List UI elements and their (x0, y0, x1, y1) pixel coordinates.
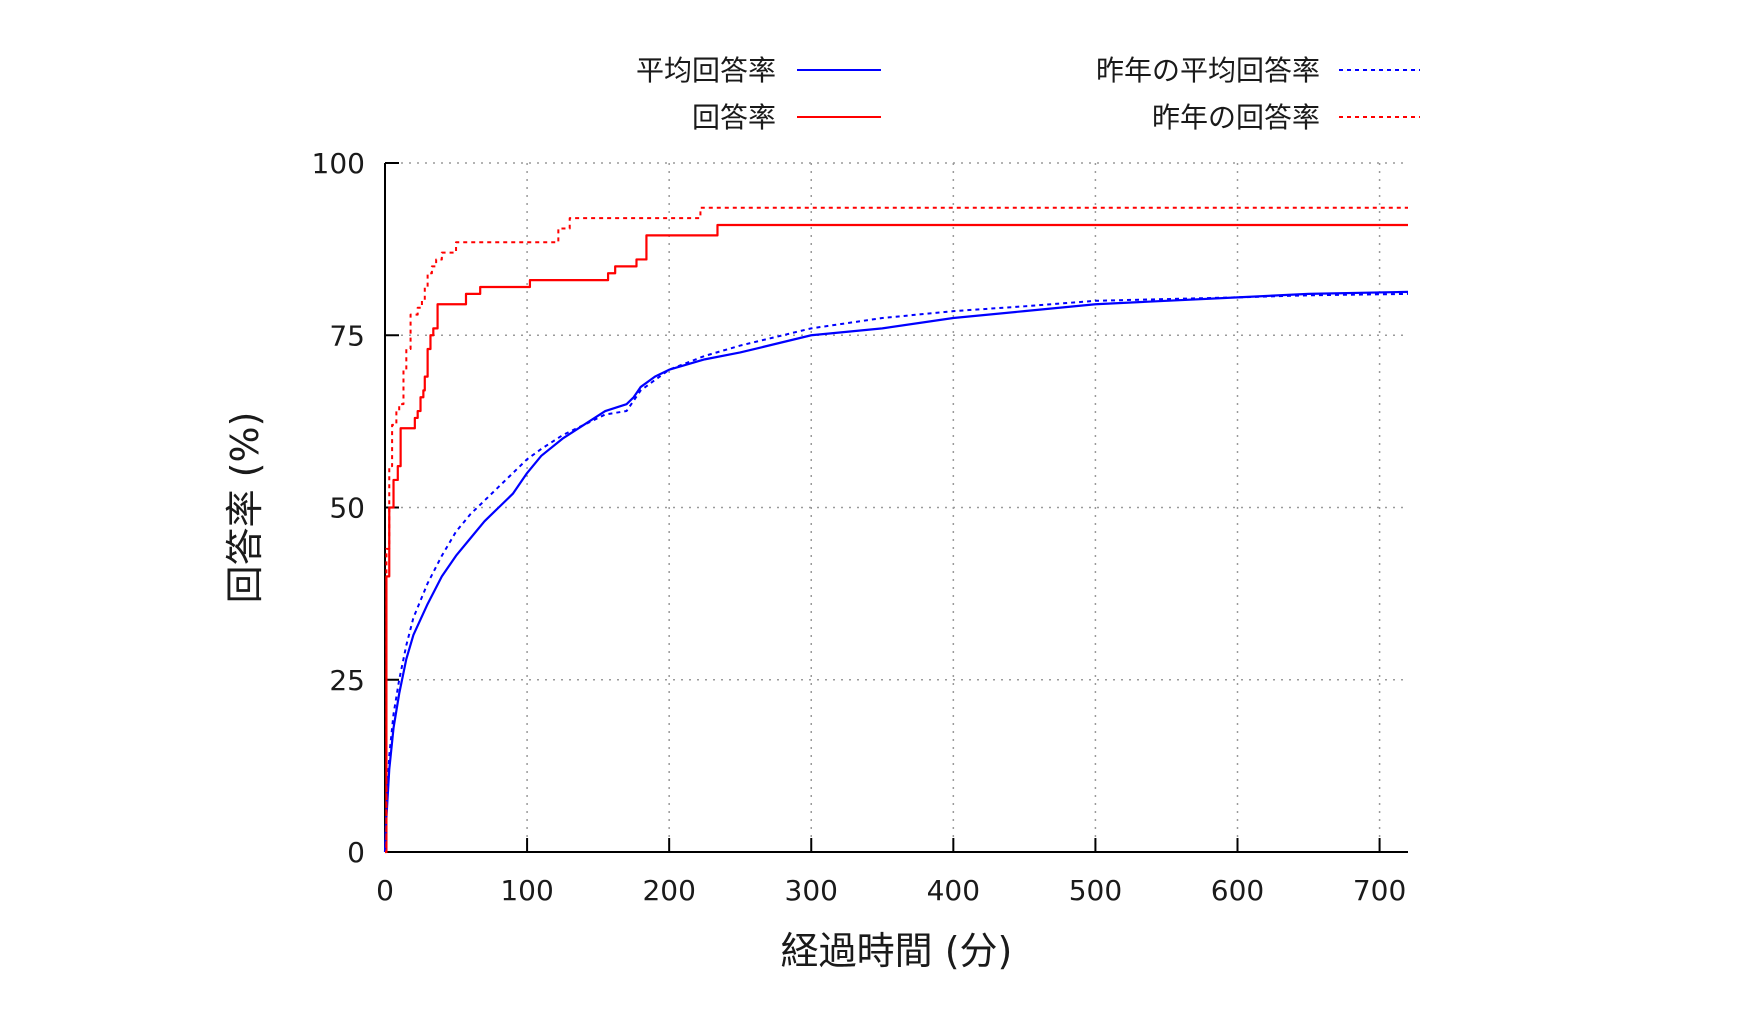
legend-label: 昨年の回答率 (1152, 101, 1320, 134)
plot-series (383, 206, 1409, 854)
legend-label: 回答率 (692, 101, 776, 134)
y-axis-title: 回答率 (%) (223, 412, 267, 604)
legend-label: 昨年の平均回答率 (1096, 54, 1320, 87)
y-tick-label: 100 (312, 147, 365, 180)
grid (385, 162, 1408, 852)
x-tick-label: 100 (500, 874, 553, 907)
series-line-4 (385, 206, 1408, 853)
x-tick-label: 500 (1069, 874, 1122, 907)
x-tick-label: 300 (785, 874, 838, 907)
x-axis-title: 経過時間 (分) (781, 929, 1013, 973)
legend-label: 平均回答率 (636, 54, 776, 87)
x-tick-label: 600 (1211, 874, 1264, 907)
series-line-2 (385, 223, 1408, 854)
y-tick-label: 75 (329, 319, 365, 352)
x-tick-label: 700 (1353, 874, 1406, 907)
series-line-3 (384, 292, 1409, 853)
y-tick-label: 0 (347, 836, 365, 869)
x-tick-label: 0 (376, 874, 394, 907)
y-tick-label: 25 (329, 664, 365, 697)
axes (384, 162, 1408, 853)
y-tick-label: 50 (329, 492, 365, 525)
series-line-1 (383, 290, 1409, 853)
x-tick-label: 200 (642, 874, 695, 907)
x-tick-label: 400 (927, 874, 980, 907)
tick-labels: 0 25 50 75 100 0 100 200 300 400 500 600 700 (312, 147, 1407, 907)
